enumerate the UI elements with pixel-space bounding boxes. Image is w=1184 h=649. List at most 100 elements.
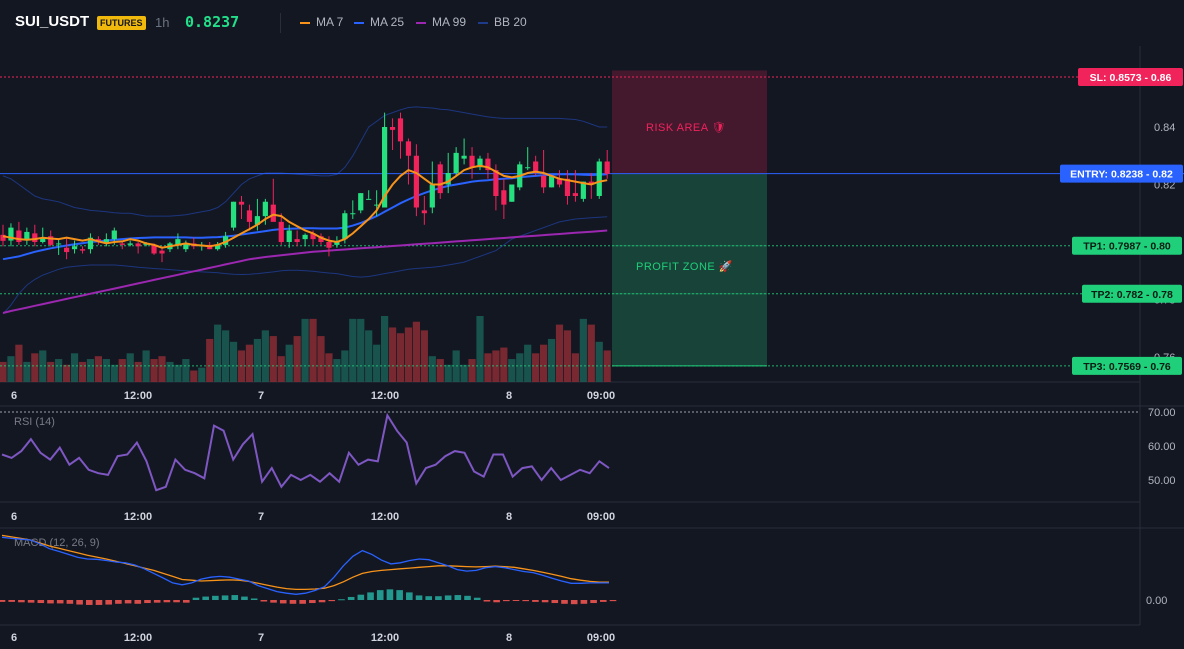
candle-body[interactable] bbox=[119, 243, 125, 245]
candle-body[interactable] bbox=[278, 221, 284, 242]
macd-histogram-bar bbox=[250, 598, 258, 600]
macd-histogram-bar bbox=[202, 596, 209, 600]
macd-histogram-bar bbox=[95, 600, 103, 605]
volume-bar bbox=[150, 359, 158, 382]
candle-body[interactable] bbox=[79, 249, 86, 251]
candle-body[interactable] bbox=[223, 236, 229, 245]
candle-body[interactable] bbox=[533, 161, 539, 174]
volume-bar bbox=[15, 344, 23, 382]
candle-body[interactable] bbox=[310, 233, 316, 240]
candle-body[interactable] bbox=[48, 236, 54, 245]
macd-histogram-bar bbox=[454, 595, 462, 600]
candle-body[interactable] bbox=[87, 237, 94, 250]
candle-body[interactable] bbox=[572, 193, 578, 196]
candle-body[interactable] bbox=[382, 127, 388, 208]
candle-body[interactable] bbox=[32, 233, 38, 242]
candle-body[interactable] bbox=[405, 141, 412, 156]
candle-body[interactable] bbox=[445, 173, 451, 185]
candle-body[interactable] bbox=[509, 184, 515, 202]
candle-body[interactable] bbox=[16, 230, 22, 243]
ma99-line bbox=[2, 229, 608, 314]
candle-body[interactable] bbox=[541, 175, 547, 188]
candle-body[interactable] bbox=[318, 236, 324, 242]
candle-body[interactable] bbox=[71, 246, 78, 250]
candle-body[interactable] bbox=[159, 250, 165, 254]
volume-bar bbox=[94, 356, 102, 382]
candle-body[interactable] bbox=[389, 127, 396, 130]
candle-body[interactable] bbox=[151, 244, 157, 254]
macd-histogram-bar bbox=[532, 600, 539, 602]
candle-body[interactable] bbox=[262, 201, 268, 217]
candle-body[interactable] bbox=[501, 190, 507, 205]
legend-ma25[interactable]: MA 25 bbox=[354, 15, 404, 29]
legend-bb20[interactable]: BB 20 bbox=[478, 15, 527, 29]
candle-body[interactable] bbox=[246, 210, 253, 222]
candle-body[interactable] bbox=[127, 243, 133, 245]
candle-body[interactable] bbox=[421, 210, 427, 214]
candle-body[interactable] bbox=[103, 239, 109, 244]
candle-body[interactable] bbox=[294, 239, 300, 242]
volume-bar bbox=[476, 316, 484, 382]
candle-body[interactable] bbox=[238, 201, 245, 205]
candle-body[interactable] bbox=[270, 204, 276, 222]
volume-bar bbox=[214, 324, 222, 382]
candle-body[interactable] bbox=[40, 237, 46, 242]
volume-bar bbox=[579, 318, 587, 382]
candle-body[interactable] bbox=[397, 118, 404, 142]
candle-body[interactable] bbox=[374, 204, 380, 206]
candle-body[interactable] bbox=[604, 161, 610, 174]
candle-body[interactable] bbox=[477, 158, 483, 168]
candle-body[interactable] bbox=[525, 167, 531, 169]
candle-body[interactable] bbox=[95, 239, 101, 241]
timeframe-label[interactable]: 1h bbox=[155, 15, 170, 30]
candle-body[interactable] bbox=[342, 213, 348, 240]
candle-body[interactable] bbox=[580, 181, 586, 199]
macd-histogram-bar bbox=[115, 600, 122, 604]
candle-body[interactable] bbox=[175, 239, 181, 245]
candle-body[interactable] bbox=[413, 155, 419, 208]
candle-body[interactable] bbox=[8, 227, 14, 241]
candle-body[interactable] bbox=[64, 247, 70, 253]
candle-body[interactable] bbox=[548, 175, 555, 188]
futures-badge: FUTURES bbox=[97, 16, 146, 30]
rsi-axis-tick: 50.00 bbox=[1148, 475, 1176, 487]
candle-body[interactable] bbox=[0, 234, 6, 241]
candle-body[interactable] bbox=[564, 178, 571, 196]
symbol-name[interactable]: SUI_USDT bbox=[15, 13, 90, 30]
candle-body[interactable] bbox=[24, 231, 30, 240]
candle-body[interactable] bbox=[183, 243, 189, 250]
candle-body[interactable] bbox=[596, 161, 602, 197]
candle-body[interactable] bbox=[588, 181, 594, 185]
legend-ma7[interactable]: MA 7 bbox=[300, 15, 343, 29]
candle-body[interactable] bbox=[254, 216, 260, 225]
macd-histogram-bar bbox=[85, 600, 93, 605]
candle-body[interactable] bbox=[429, 184, 435, 208]
candle-body[interactable] bbox=[461, 155, 467, 159]
macd-histogram-bar bbox=[347, 596, 355, 600]
volume-bar bbox=[118, 359, 126, 382]
candle-body[interactable] bbox=[485, 158, 491, 171]
candle-body[interactable] bbox=[469, 155, 475, 168]
volume-bar bbox=[532, 353, 540, 382]
macd-histogram-bar bbox=[153, 600, 161, 603]
candle-body[interactable] bbox=[326, 242, 332, 248]
candle-body[interactable] bbox=[453, 152, 459, 173]
candle-body[interactable] bbox=[437, 164, 443, 194]
candle-body[interactable] bbox=[56, 243, 62, 245]
candle-body[interactable] bbox=[302, 234, 308, 240]
candle-body[interactable] bbox=[111, 230, 117, 240]
candle-body[interactable] bbox=[350, 213, 356, 215]
candle-body[interactable] bbox=[215, 244, 221, 250]
legend-ma99[interactable]: MA 99 bbox=[416, 15, 466, 29]
candle-body[interactable] bbox=[366, 198, 372, 200]
macd-histogram-bar bbox=[66, 600, 74, 604]
candle-body[interactable] bbox=[493, 170, 499, 196]
candle-body[interactable] bbox=[556, 178, 563, 185]
candle-body[interactable] bbox=[230, 201, 237, 228]
candle-body[interactable] bbox=[334, 242, 340, 245]
candle-body[interactable] bbox=[358, 193, 364, 211]
candle-body[interactable] bbox=[286, 230, 292, 243]
macd-histogram-bar bbox=[144, 600, 151, 604]
candle-body[interactable] bbox=[135, 243, 141, 247]
